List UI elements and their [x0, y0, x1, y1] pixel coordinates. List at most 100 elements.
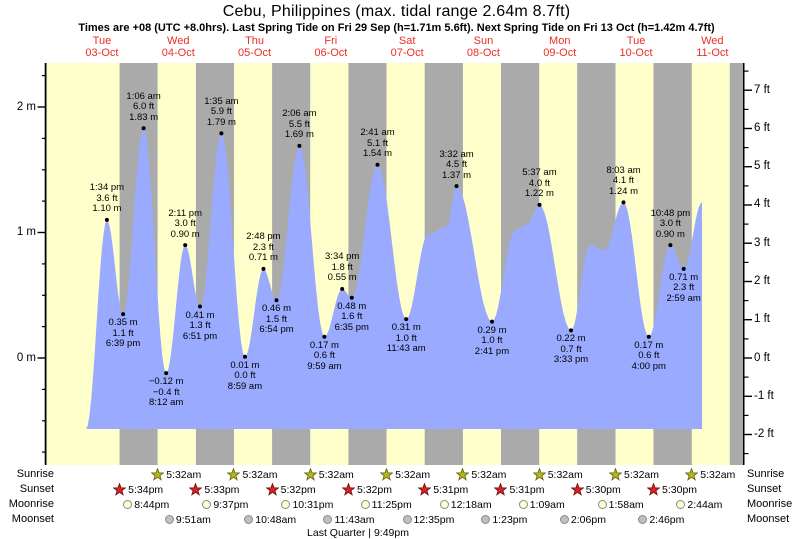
moonset-row-label-left: Moonset [11, 513, 54, 525]
right-axis-label: 5 ft [754, 160, 770, 173]
tide-extreme-dot [219, 131, 224, 136]
sunrise-entry: 5:32am [227, 468, 278, 481]
day-label: Wed 11-Oct [696, 35, 729, 59]
tide-high-annotation: 2:11 pm 3.0 ft 0.90 m [168, 207, 202, 240]
moonrise-row-label-left: Moonrise [8, 498, 54, 510]
sunrise-star-icon [380, 468, 394, 481]
tide-extreme-dot [454, 184, 459, 189]
tide-extreme-dot [104, 217, 109, 222]
spring-tide-subtitle: Times are +08 (UTC +8.0hrs). Last Spring… [78, 22, 715, 34]
right-axis-label: 2 ft [754, 274, 770, 287]
sunset-time: 5:31pm [433, 483, 469, 496]
moonset-entry: 12:35pm [402, 513, 455, 526]
sunrise-entry: 5:32am [380, 468, 430, 481]
sunrise-time: 5:32am [395, 468, 431, 481]
tide-low-annotation: 0.29 m 1.0 ft 2:41 pm [474, 324, 510, 357]
day-label: Thu 05-Oct [238, 35, 272, 59]
right-axis-line [743, 63, 745, 465]
sunset-row-label-left: Sunset [19, 483, 54, 495]
tide-extreme-dot [340, 287, 345, 291]
right-axis-label: -2 ft [754, 428, 774, 440]
tide-extreme-dot [183, 243, 188, 248]
moonset-time: 1:23pm [492, 513, 528, 526]
moonset-time: 10:48am [255, 513, 297, 526]
moonset-entry: 9:51am [164, 513, 211, 526]
tide-extreme-dot [404, 317, 409, 322]
moon-phase: Last Quarter | 9:49pm [307, 527, 409, 539]
tide-extreme-dot [121, 312, 126, 317]
sunrise-entry: 5:32am [532, 468, 583, 481]
moonrise-time: 1:09am [529, 498, 565, 511]
moonset-entry: 2:06pm [559, 513, 606, 526]
sunset-star-icon [418, 483, 432, 496]
tide-extreme-dot [322, 334, 327, 339]
moonrise-entry: 1:58am [597, 498, 644, 511]
tide-low-annotation: 0.46 m 1.5 ft 6:54 pm [259, 303, 294, 336]
sunset-star-icon [570, 483, 584, 496]
tide-extreme-dot [141, 126, 146, 131]
right-axis-label: 4 ft [754, 198, 770, 211]
tide-high-annotation: 1:34 pm 3.6 ft 1.10 m [89, 182, 125, 215]
tide-high-annotation: 3:32 am 4.5 ft 1.37 m [439, 148, 474, 181]
sunrise-star-icon [608, 468, 622, 481]
sunset-star-icon [265, 483, 279, 496]
sunset-time: 5:31pm [509, 483, 545, 496]
moonrise-time: 11:25pm [371, 498, 412, 511]
moonset-icon [559, 515, 569, 524]
tide-curve [86, 128, 703, 430]
moonrise-entry: 10:31pm [281, 498, 333, 511]
moonset-time: 12:35pm [413, 513, 455, 526]
tide-high-annotation: 8:03 am 4.1 ft 1.24 m [606, 164, 641, 197]
sunset-time: 5:30pm [585, 483, 621, 496]
right-axis-label: 3 ft [754, 236, 770, 249]
day-label: Wed 04-Oct [161, 35, 195, 59]
right-axis-label: 7 ft [754, 83, 770, 96]
sunrise-row-label-left: Sunrise [16, 468, 54, 480]
moonset-entry: 11:43am [323, 513, 375, 526]
moonrise-icon [439, 500, 449, 509]
day-label: Fri 06-Oct [314, 35, 348, 59]
tide-high-annotation: 1:06 am 6.0 ft 1.83 m [126, 90, 161, 123]
day-label: Mon 09-Oct [543, 35, 577, 59]
sunrise-entry: 5:32am [685, 468, 735, 481]
sunrise-time: 5:32am [700, 468, 736, 481]
tide-extreme-dot [681, 266, 686, 271]
tide-extreme-dot [164, 371, 169, 376]
tide-extreme-dot [490, 319, 494, 324]
moonset-row-label-right: Moonset [747, 513, 790, 525]
right-axis-label: -1 ft [754, 389, 774, 402]
sunset-time: 5:30pm [662, 483, 698, 496]
sunset-entry: 5:31pm [418, 483, 468, 496]
moonrise-time: 1:58am [608, 498, 644, 511]
moonrise-entry: 8:44pm [123, 498, 169, 511]
tide-extreme-dot [198, 304, 202, 309]
sunrise-time: 5:32am [242, 468, 278, 481]
moonrise-icon [281, 500, 291, 509]
tide-high-annotation: 10:48 pm 3.0 ft 0.90 m [650, 207, 691, 240]
tide-low-annotation: 0.41 m 1.3 ft 6:51 pm [182, 309, 218, 342]
sunset-star-icon [647, 483, 661, 496]
day-label: Sat 07-Oct [390, 35, 424, 59]
right-axis-label: 0 ft [754, 351, 770, 364]
right-axis-label: 1 ft [754, 313, 770, 326]
moonrise-time: 2:44am [687, 498, 723, 511]
tide-extreme-dot [274, 298, 279, 303]
tide-low-annotation: 0.17 m 0.6 ft 4:00 pm [631, 339, 666, 372]
left-axis-label: 2 m [16, 100, 36, 113]
tide-extreme-dot [261, 266, 266, 271]
tide-high-annotation: 2:48 pm 2.3 ft 0.71 m [246, 231, 281, 264]
sunset-entry: 5:30pm [570, 483, 621, 496]
moonrise-entry: 11:25pm [360, 498, 412, 511]
moonrise-time: 8:44pm [134, 498, 170, 511]
tide-low-annotation: −0.12 m −0.4 ft 8:12 am [148, 376, 184, 409]
moonrise-time: 12:18am [450, 498, 492, 511]
sunrise-star-icon [303, 468, 317, 481]
right-axis-label: 6 ft [754, 121, 770, 134]
sunset-entry: 5:32pm [341, 483, 392, 496]
tide-extreme-dot [621, 200, 626, 205]
moonset-time: 2:06pm [570, 513, 606, 526]
sunrise-entry: 5:32am [151, 468, 201, 481]
moonrise-entry: 1:09am [518, 498, 565, 511]
sunrise-star-icon [151, 468, 165, 481]
